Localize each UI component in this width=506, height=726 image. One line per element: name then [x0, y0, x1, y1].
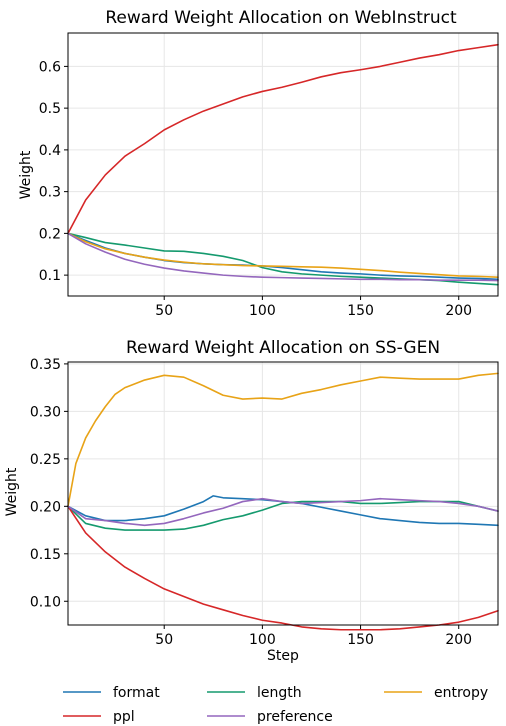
series-line-format: [67, 495, 499, 527]
x-tick-label: 50: [155, 632, 173, 648]
legend-label-format: format: [113, 685, 160, 701]
y-tick-label: 0.3: [39, 185, 61, 201]
series-line-entropy: [67, 232, 499, 279]
y-tick-label: 0.4: [39, 143, 61, 159]
legend-label-length: length: [257, 685, 302, 701]
legend-item-ppl: ppl: [63, 709, 135, 725]
series-line-ppl: [67, 505, 499, 631]
legend-item-entropy: entropy: [384, 685, 488, 701]
legend-item-preference: preference: [207, 709, 333, 725]
chart-title: Reward Weight Allocation on SS-GEN: [126, 338, 440, 358]
legend: format length entropy ppl preference: [63, 685, 488, 725]
series-line-preference: [67, 232, 499, 282]
x-tick-label: 150: [347, 303, 374, 319]
y-tick-label: 0.30: [30, 404, 61, 420]
x-axis-label: Step: [267, 648, 299, 664]
y-tick-label: 0.35: [30, 357, 61, 373]
x-tick-label: 150: [347, 632, 374, 648]
y-tick-label: 0.15: [30, 547, 61, 563]
plot-frame: [67, 32, 499, 297]
legend-item-format: format: [63, 685, 160, 701]
plot-frame: [67, 361, 499, 626]
x-tick-label: 200: [445, 632, 472, 648]
y-tick-label: 0.6: [39, 59, 61, 75]
series-line-entropy: [67, 372, 499, 508]
series-line-ppl: [67, 43, 499, 235]
y-axis-label: Weight: [18, 150, 34, 199]
y-tick-label: 0.2: [39, 226, 61, 242]
legend-label-entropy: entropy: [434, 685, 488, 701]
y-tick-label: 0.1: [39, 268, 61, 284]
x-tick-label: 200: [445, 303, 472, 319]
y-axis-label: Weight: [4, 467, 20, 516]
legend-label-ppl: ppl: [113, 709, 135, 725]
y-tick-label: 0.5: [39, 101, 61, 117]
y-tick-label: 0.25: [30, 452, 61, 468]
x-tick-label: 50: [155, 303, 173, 319]
series-line-preference: [67, 497, 499, 527]
y-tick-label: 0.20: [30, 499, 61, 515]
chart-webinstruct: Reward Weight Allocation on WebInstruct …: [18, 8, 499, 319]
x-tick-label: 100: [249, 303, 276, 319]
chart-title: Reward Weight Allocation on WebInstruct: [105, 8, 457, 28]
chart-ss-gen: Reward Weight Allocation on SS-GEN Weigh…: [4, 338, 499, 664]
legend-label-preference: preference: [257, 709, 333, 725]
legend-item-length: length: [207, 685, 302, 701]
y-tick-label: 0.10: [30, 594, 61, 610]
x-tick-label: 100: [249, 632, 276, 648]
